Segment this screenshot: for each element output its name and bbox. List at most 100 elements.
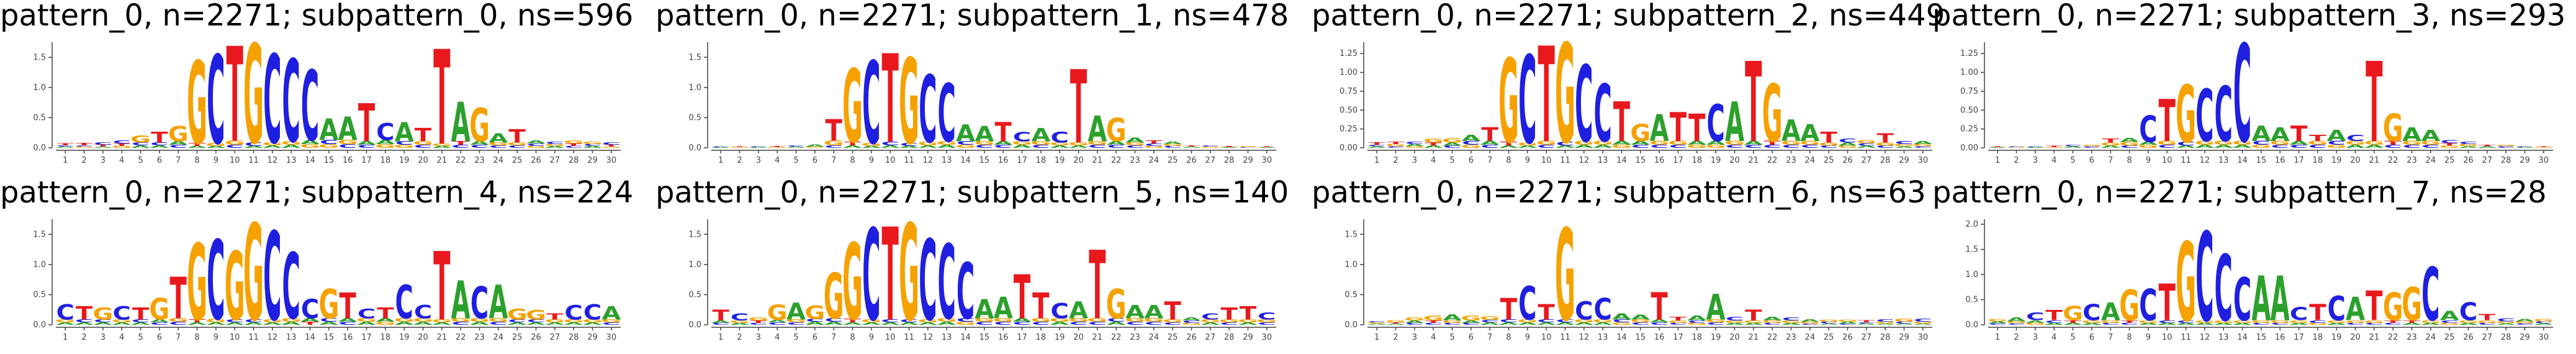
x-tick-label: 2 [2014,156,2019,165]
x-tick-label: 19 [1055,156,1065,165]
logo-letter-T: T [1145,140,1163,145]
logo-letter-A: A [1238,322,1258,325]
x-tick-label: 18 [381,333,391,342]
logo-letter-A: A [975,293,994,325]
x-tick-label: 21 [1749,156,1759,165]
logo-letter-T: T [2102,138,2120,144]
logo-letter-G: G [842,221,863,343]
logo-letter-C: C [806,318,824,323]
x-tick-label: 7 [176,156,181,165]
x-tick-label: 6 [157,156,162,165]
logo-letter-G: G [2025,322,2045,325]
logo-letter-C: C [451,321,469,326]
logo-letter-T: T [1221,304,1238,324]
x-tick-label: 26 [1842,156,1853,165]
logo-letter-A: A [1857,324,1876,325]
logo-letter-G: G [2251,144,2271,149]
logo-letter-C: C [2233,266,2251,335]
x-tick-label: 24 [493,333,504,342]
logo-letter-G: G [2138,319,2158,324]
x-tick-label: 15 [324,156,335,165]
logo-letter-G: G [488,142,508,147]
x-tick-label: 24 [1149,156,1160,165]
logo-letter-T: T [2479,313,2496,323]
x-tick-label: 15 [1636,156,1646,165]
logo-letter-A: A [1200,322,1220,325]
logo-letter-G: G [1385,320,1406,323]
x-tick-label: 2 [2014,333,2019,342]
x-tick-label: 25 [2444,333,2455,342]
logo-letter-C: C [225,144,243,149]
logo-letter-G: G [601,147,621,148]
logo-letter-A: A [489,131,508,145]
logo-letter-T: T [1164,297,1182,325]
logo-letter-C: C [1013,321,1031,326]
logo-letter-G: G [2402,278,2422,331]
x-tick-label: 29 [2520,156,2530,165]
logo-letter-C: C [1088,144,1106,149]
logo-letter-C: C [1070,321,1088,326]
logo-letter-A: A [583,322,602,325]
logo-letter-A: A [2176,322,2195,325]
logo-letter-G: G [2402,140,2422,146]
logo-letter-A: A [2138,322,2158,325]
logo-letter-A: A [2158,322,2177,325]
logo-letter-A: A [2063,322,2083,325]
x-tick-label: 9 [214,333,218,342]
logo-letter-G: G [300,143,320,149]
logo-letter-A: A [1574,144,1594,149]
logo-letter-G: G [1536,140,1557,146]
x-tick-label: 10 [885,333,896,342]
logo-letter-G: G [2439,322,2460,325]
logo-letter-C: C [376,119,394,146]
logo-letter-G: G [1799,321,1820,324]
logo-letter-G: G [2533,147,2554,148]
logo-letter-T: T [2065,319,2082,324]
x-tick-label: 6 [1469,156,1474,165]
logo-letter-A: A [805,144,824,147]
logo-letter-C: C [1593,69,1611,160]
logo-letter-C: C [225,319,243,324]
logo-letter-T: T [1369,142,1386,146]
logo-letter-G: G [1856,139,1876,144]
logo-letter-A: A [1894,324,1914,325]
logo-letter-C: C [1537,144,1555,149]
logo-letter-C: C [1405,322,1423,325]
x-tick-label: 7 [2108,156,2113,165]
logo-letter-A: A [1163,141,1182,145]
x-tick-label: 27 [1862,333,1872,342]
logo-letter-G: G [1912,143,1933,147]
x-tick-label: 18 [1692,333,1703,342]
logo-letter-A: A [2327,127,2346,145]
y-tick-label: 1.5 [33,53,46,62]
logo-letter-C: C [1258,311,1276,322]
logo-letter-G: G [469,317,490,324]
logo-letter-A: A [338,110,358,147]
x-tick-label: 22 [1767,333,1778,342]
logo-letter-A: A [131,322,150,325]
y-tick-label: 0.0 [688,143,701,153]
logo-letter-A: A [918,145,937,148]
logo-letter-A: A [2195,322,2214,325]
x-tick-label: 3 [101,333,106,342]
logo-letter-G: G [2307,322,2328,325]
logo-letter-G: G [2307,140,2328,146]
logo-letter-A: A [2214,144,2234,149]
x-tick-label: 10 [885,156,896,165]
x-tick-label: 10 [230,156,240,165]
logo-letter-A: A [187,322,207,325]
x-tick-label: 26 [1842,333,1853,342]
logo-letter-G: G [92,304,113,324]
logo-letter-G: G [2364,319,2384,324]
logo-letter-A: A [1857,145,1876,148]
logo-letter-A: A [1031,124,1051,146]
logo-letter-C: C [937,224,955,343]
logo-letter-A: A [1088,108,1107,150]
logo-letter-A: A [899,322,919,325]
x-tick-label: 4 [119,156,124,165]
x-tick-label: 9 [2146,156,2151,165]
logo-letter-C: C [75,319,93,324]
logo-letter-C: C [1088,321,1106,326]
logo-letter-C: C [2271,144,2289,149]
logo-letter-C: C [957,140,975,147]
